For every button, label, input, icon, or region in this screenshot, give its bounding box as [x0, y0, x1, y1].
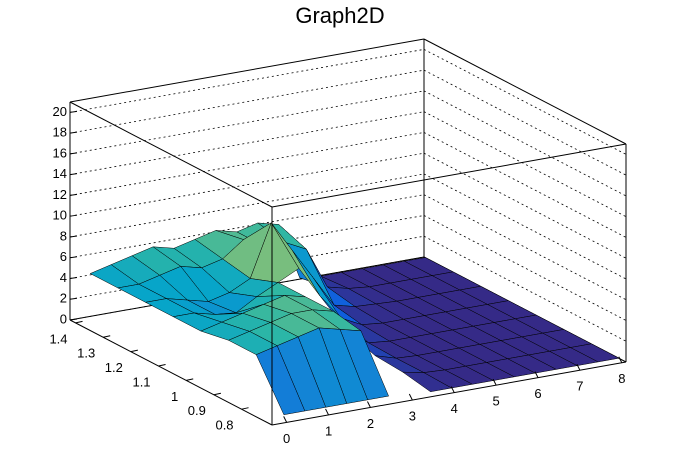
z-tick — [69, 152, 78, 155]
y-tick-label: 1 — [171, 389, 178, 404]
y-tick-label: 1.3 — [77, 346, 95, 361]
x-tick-label: 6 — [534, 386, 541, 401]
y-tick — [75, 320, 83, 324]
y-tick-label: 1.4 — [49, 331, 67, 346]
z-tick — [69, 173, 78, 176]
z-tick — [69, 214, 78, 217]
chart-title: Graph2D — [295, 3, 384, 28]
z-tick-label: 12 — [53, 187, 67, 202]
z-tick-label: 2 — [60, 291, 67, 306]
y-tick-label: 1.1 — [132, 374, 150, 389]
x-tick — [325, 408, 330, 416]
y-tick — [186, 378, 194, 381]
z-tick-label: 10 — [53, 208, 67, 223]
box-edge — [69, 101, 273, 208]
x-tick — [534, 371, 539, 378]
z-tick-label: 6 — [60, 249, 67, 264]
z-tick — [69, 297, 78, 300]
box-edge — [423, 38, 627, 145]
z-tick — [69, 256, 78, 259]
z-tick-label: 0 — [60, 311, 67, 326]
x-tick — [283, 416, 288, 423]
x-tick-label: 4 — [451, 401, 458, 416]
x-tick-label: 0 — [283, 431, 290, 446]
z-tick — [69, 235, 78, 238]
y-tick-label: 1.2 — [105, 360, 123, 375]
z-tick — [69, 110, 78, 113]
z-tick — [69, 276, 78, 279]
x-axis — [271, 361, 627, 426]
x-tick — [367, 401, 371, 408]
z-tick — [69, 193, 78, 196]
x-tick-label: 1 — [325, 423, 332, 438]
y-tick — [213, 392, 221, 396]
z-tick — [69, 318, 78, 321]
y-tick — [241, 407, 249, 410]
y-tick-label: 0.8 — [215, 418, 233, 433]
x-tick-label: 8 — [618, 371, 625, 386]
x-tick — [408, 393, 413, 401]
z-tick — [69, 131, 78, 134]
x-tick — [576, 363, 581, 371]
x-tick — [492, 378, 497, 386]
x-tick-label: 5 — [493, 394, 500, 409]
x-tick-label: 7 — [576, 379, 583, 394]
y-tick — [103, 335, 111, 338]
y-tick — [130, 349, 138, 353]
z-tick-label: 16 — [53, 145, 67, 160]
box-edge — [69, 38, 425, 103]
z-tick-label: 18 — [53, 125, 67, 140]
x-tick — [450, 386, 455, 393]
y-tick-label: 0.9 — [188, 403, 206, 418]
box-edge — [271, 143, 627, 208]
surface-cell — [255, 345, 306, 416]
z-tick-label: 8 — [60, 228, 67, 243]
x-tick — [618, 356, 623, 363]
surface-cell — [402, 371, 453, 393]
x-tick-label: 3 — [409, 408, 416, 423]
z-tick-label: 4 — [60, 270, 67, 285]
z-tick-label: 20 — [53, 104, 67, 119]
y-tick — [158, 364, 166, 367]
x-tick-label: 2 — [367, 416, 374, 431]
z-tick-label: 14 — [53, 166, 67, 181]
